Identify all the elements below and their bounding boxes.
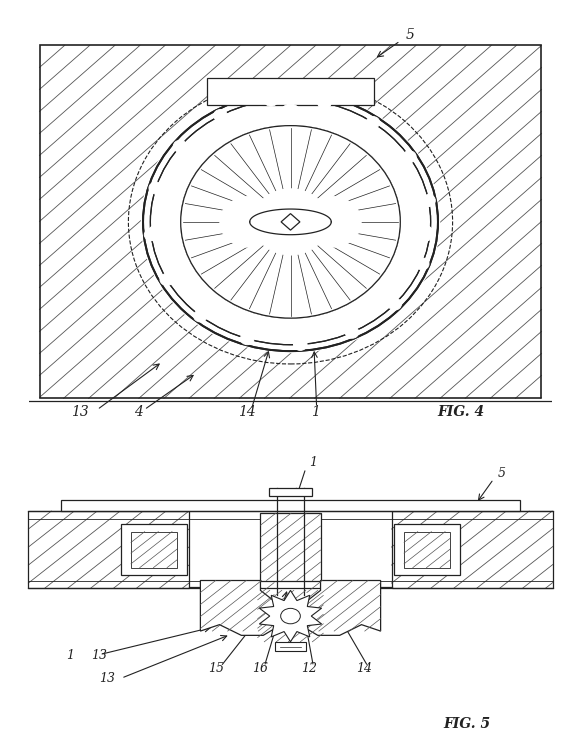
- Circle shape: [160, 274, 174, 286]
- Circle shape: [211, 86, 224, 97]
- Text: FIG. 4: FIG. 4: [437, 405, 484, 418]
- Circle shape: [178, 152, 197, 168]
- Circle shape: [178, 276, 197, 292]
- Text: FIG. 5: FIG. 5: [443, 716, 490, 730]
- Polygon shape: [259, 590, 322, 642]
- Bar: [61, 500, 520, 511]
- Circle shape: [173, 140, 187, 152]
- Polygon shape: [200, 580, 274, 635]
- Bar: [121, 524, 187, 575]
- Text: 5: 5: [406, 28, 414, 41]
- Circle shape: [366, 116, 379, 128]
- Circle shape: [264, 94, 278, 106]
- Circle shape: [384, 152, 403, 168]
- Bar: [392, 511, 553, 588]
- Circle shape: [220, 196, 278, 247]
- Bar: [260, 513, 321, 580]
- Circle shape: [281, 323, 300, 340]
- Text: 1: 1: [310, 456, 318, 469]
- Circle shape: [181, 125, 400, 318]
- Circle shape: [357, 86, 370, 97]
- Circle shape: [345, 326, 358, 338]
- Circle shape: [148, 225, 167, 242]
- Circle shape: [241, 333, 254, 345]
- Circle shape: [364, 296, 383, 312]
- Text: 13: 13: [91, 649, 107, 662]
- Circle shape: [364, 132, 383, 148]
- Circle shape: [405, 226, 424, 243]
- Circle shape: [293, 338, 307, 350]
- Circle shape: [281, 608, 300, 624]
- Circle shape: [339, 117, 358, 134]
- Circle shape: [198, 296, 217, 312]
- Circle shape: [251, 320, 270, 337]
- Circle shape: [142, 92, 440, 352]
- Text: 1: 1: [67, 649, 74, 662]
- Circle shape: [223, 310, 242, 327]
- Bar: [404, 532, 450, 568]
- Bar: [394, 524, 460, 575]
- Text: 14: 14: [238, 405, 256, 418]
- Circle shape: [253, 189, 328, 255]
- Bar: [28, 511, 189, 588]
- Bar: [207, 77, 374, 105]
- Circle shape: [214, 110, 227, 122]
- Circle shape: [311, 107, 330, 124]
- Text: 14: 14: [356, 662, 372, 675]
- Circle shape: [149, 182, 163, 194]
- Text: 1: 1: [311, 405, 320, 418]
- Circle shape: [318, 97, 331, 109]
- Circle shape: [150, 99, 431, 345]
- Bar: [28, 511, 189, 588]
- Bar: [275, 642, 306, 651]
- Circle shape: [339, 310, 358, 327]
- Bar: [131, 532, 177, 568]
- Circle shape: [398, 175, 417, 191]
- Circle shape: [415, 258, 429, 270]
- Circle shape: [398, 253, 417, 269]
- Circle shape: [144, 229, 158, 241]
- Bar: [392, 511, 553, 588]
- Circle shape: [422, 194, 435, 206]
- Circle shape: [157, 200, 176, 217]
- Bar: [268, 488, 313, 496]
- Circle shape: [304, 196, 361, 247]
- Text: 13: 13: [99, 673, 116, 686]
- Circle shape: [251, 107, 270, 124]
- Circle shape: [403, 151, 416, 163]
- Circle shape: [388, 298, 401, 310]
- Circle shape: [311, 320, 330, 337]
- Circle shape: [384, 276, 403, 292]
- Circle shape: [157, 226, 176, 243]
- Circle shape: [414, 225, 433, 242]
- Circle shape: [193, 310, 207, 322]
- Circle shape: [281, 104, 300, 121]
- Circle shape: [164, 253, 183, 269]
- Text: 16: 16: [252, 662, 268, 675]
- Text: 15: 15: [209, 662, 225, 675]
- Text: 12: 12: [302, 662, 317, 675]
- Circle shape: [164, 175, 183, 191]
- Circle shape: [223, 117, 242, 134]
- Polygon shape: [249, 208, 332, 236]
- Circle shape: [198, 132, 217, 148]
- Text: 4: 4: [134, 405, 142, 418]
- Polygon shape: [307, 580, 381, 635]
- Circle shape: [405, 200, 424, 217]
- Text: 13: 13: [71, 405, 89, 418]
- Text: 5: 5: [498, 466, 506, 480]
